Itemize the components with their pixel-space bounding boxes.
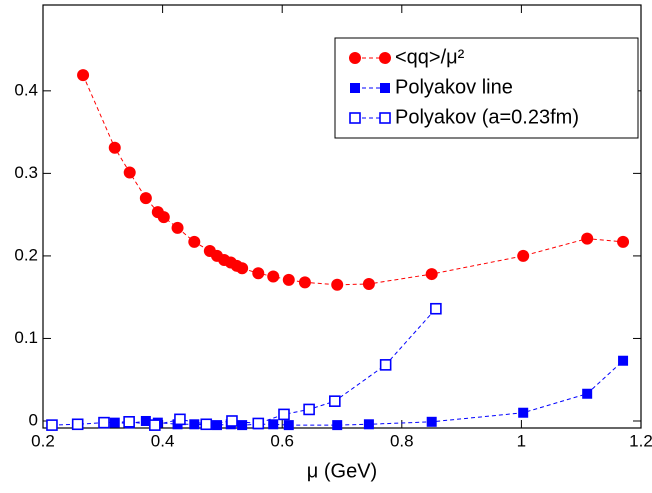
y-tick-label: 0.2 — [14, 245, 38, 264]
series-line — [114, 360, 624, 426]
marker — [332, 420, 343, 431]
marker — [98, 416, 110, 429]
marker — [425, 268, 438, 281]
y-tick-label: 0.3 — [14, 163, 38, 182]
marker — [518, 407, 529, 418]
marker — [298, 276, 311, 289]
marker — [362, 277, 375, 290]
marker — [237, 420, 248, 431]
y-tick-label: 0.4 — [14, 80, 38, 99]
x-tick-label: 0.8 — [390, 431, 414, 450]
marker — [581, 232, 594, 245]
marker — [109, 417, 120, 428]
legend-label: Polyakov (a=0.23fm) — [395, 106, 579, 128]
marker — [267, 270, 280, 283]
marker — [329, 395, 341, 407]
marker — [252, 417, 265, 430]
marker — [174, 413, 186, 426]
legend-marker — [349, 112, 361, 124]
x-tick-label: 0.4 — [151, 431, 175, 450]
marker — [268, 419, 279, 430]
marker — [188, 235, 201, 248]
marker — [123, 416, 135, 428]
marker — [236, 262, 249, 275]
legend-marker — [349, 52, 361, 64]
marker — [617, 235, 630, 248]
marker — [71, 418, 84, 431]
marker — [282, 273, 295, 286]
y-tick-label: 0 — [29, 410, 38, 429]
marker — [363, 419, 374, 430]
legend-marker — [350, 83, 360, 93]
x-axis-label: μ (GeV) — [307, 460, 377, 482]
marker — [171, 221, 184, 234]
marker — [140, 415, 151, 426]
marker — [618, 355, 629, 366]
marker — [252, 267, 265, 280]
marker — [331, 278, 344, 291]
legend-label: Polyakov line — [395, 76, 513, 98]
x-tick-label: 0.6 — [270, 431, 294, 450]
marker — [283, 420, 294, 431]
x-tick-label: 0.2 — [31, 431, 55, 450]
y-tick-label: 0.1 — [14, 328, 38, 347]
marker — [426, 416, 437, 427]
marker — [200, 418, 213, 431]
legend-marker — [379, 112, 391, 124]
marker — [189, 419, 200, 430]
marker — [379, 359, 392, 371]
x-tick-label: 1.2 — [629, 431, 652, 450]
x-tick-label: 1 — [517, 431, 526, 450]
marker — [212, 420, 223, 431]
marker — [157, 211, 170, 224]
marker — [430, 302, 442, 315]
legend-marker — [380, 83, 390, 93]
marker — [278, 408, 290, 421]
marker — [517, 249, 530, 262]
series-line — [51, 308, 437, 426]
legend-label: <qq>/μ² — [395, 46, 465, 68]
marker — [582, 388, 593, 399]
marker — [139, 192, 152, 205]
marker — [226, 415, 238, 427]
marker — [46, 419, 58, 431]
marker — [123, 166, 136, 179]
marker — [108, 141, 121, 154]
marker — [149, 419, 161, 431]
marker — [77, 69, 90, 82]
marker — [303, 403, 315, 416]
legend-marker — [379, 52, 391, 64]
